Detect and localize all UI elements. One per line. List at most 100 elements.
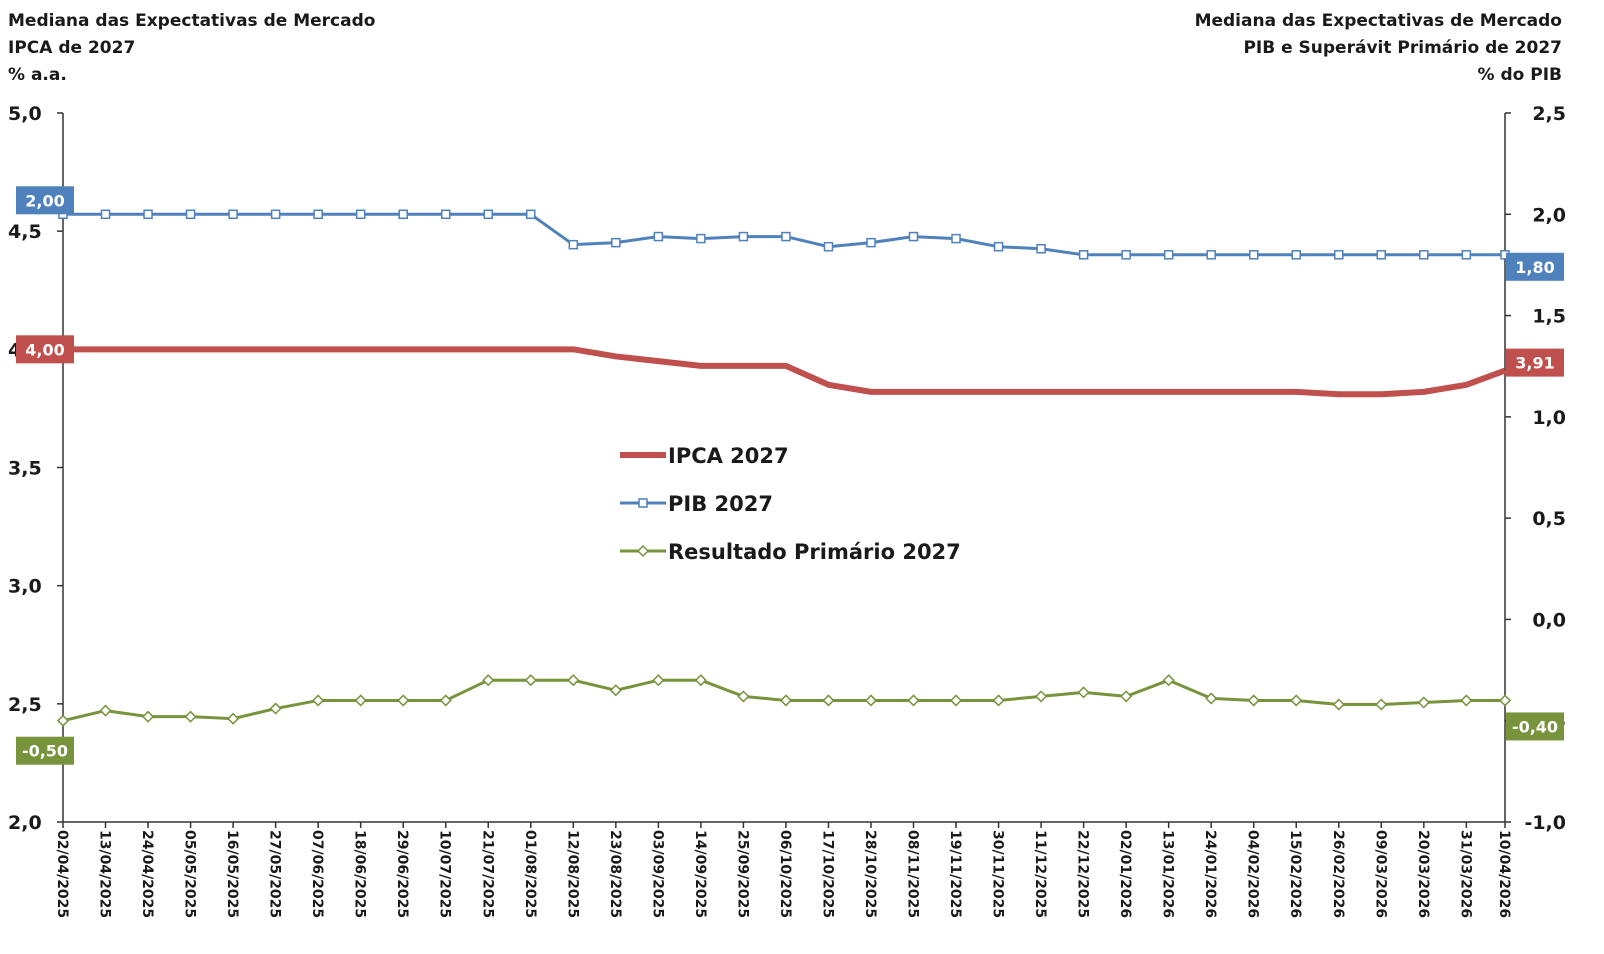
point [611,237,621,248]
point [227,712,240,725]
y-tick-label: 3,5 [8,458,42,480]
y2-tick-label: 1,5 [1532,306,1566,328]
point [1334,250,1344,260]
point [312,694,325,707]
value-label: 2,00 [25,191,64,210]
x-tick-label: 07/06/2025 [309,830,325,918]
title-right: % do PIB [1478,65,1562,85]
point [99,704,112,717]
point [1460,694,1473,707]
point [1163,250,1174,260]
x-tick-label: 12/08/2025 [564,830,580,918]
point [823,241,834,252]
x-tick-label: 11/12/2025 [1032,830,1048,918]
x-tick-label: 13/01/2026 [1160,830,1176,918]
x-tick-label: 02/01/2026 [1117,830,1133,918]
value-label-box [1506,252,1564,281]
point [951,233,961,244]
title-right: PIB e Superávit Primário de 2027 [1243,38,1562,58]
x-tick-label: 31/03/2026 [1457,830,1473,918]
x-tick-label: 27/05/2025 [267,830,283,918]
x-tick-label: 16/05/2025 [224,830,240,918]
title-left: % a.a. [8,65,67,85]
point [1248,250,1259,260]
x-tick-label: 10/07/2025 [437,830,453,918]
point [567,674,580,687]
point [696,233,706,244]
point [1206,250,1216,260]
legend-label: PIB 2027 [668,492,773,516]
point [141,710,155,723]
x-tick-label: 02/04/2025 [54,830,70,918]
point [483,209,494,220]
point [1417,696,1430,709]
y2-tick-label: 2,0 [1532,204,1566,226]
point [1120,690,1133,703]
point [1121,250,1131,260]
point [482,674,495,687]
y-tick-label: 3,0 [8,576,42,598]
point [270,209,281,220]
x-tick-label: 13/04/2025 [97,830,113,918]
x-tick-label: 01/08/2025 [522,830,538,918]
value-label-box [1506,712,1564,741]
x-tick-label: 09/03/2026 [1372,830,1388,918]
point [1332,698,1345,711]
legend-marker [638,498,648,508]
y-tick-label: 2,0 [8,812,42,834]
point [1162,674,1175,687]
point [822,694,835,707]
title-left: IPCA de 2027 [8,38,135,58]
y2-tick-label: 0,5 [1532,508,1566,530]
point [1247,694,1260,707]
point [143,209,153,220]
x-tick-label: 10/04/2026 [1496,830,1512,918]
point [949,694,963,707]
point [184,710,197,723]
x-tick-label: 22/12/2025 [1075,830,1091,918]
point [1419,250,1429,260]
point [992,694,1005,707]
point [1036,243,1046,254]
x-tick-label: 28/10/2025 [862,830,878,918]
y2-tick-label: 1,0 [1532,407,1566,429]
x-tick-label: 08/11/2025 [905,830,921,918]
y-tick-label: 2,5 [8,694,42,716]
point [354,694,367,707]
point [866,237,876,248]
x-tick-label: 06/10/2025 [777,830,793,918]
x-tick-label: 04/02/2026 [1245,830,1261,918]
y-tick-label: 5,0 [8,103,42,125]
x-tick-label: 29/06/2025 [394,830,410,918]
x-tick-label: 14/09/2025 [692,830,708,918]
point [1078,250,1089,260]
x-tick-label: 05/05/2025 [182,830,198,918]
point [397,694,410,707]
x-tick-label: 18/06/2025 [352,830,368,918]
value-label: 3,91 [1515,354,1554,373]
value-label-box [16,335,74,364]
title-right: Mediana das Expectativas de Mercado [1195,11,1562,31]
value-label-box [1506,348,1564,377]
x-tick-label: 24/01/2026 [1202,830,1218,918]
x-tick-label: 21/07/2025 [479,830,495,918]
point [228,209,238,220]
point [313,209,323,220]
value-label: 4,00 [25,340,64,359]
point [1291,250,1301,260]
point [526,209,536,220]
x-tick-label: 17/10/2025 [819,830,835,918]
x-tick-label: 24/04/2025 [139,830,155,918]
x-tick-label: 03/09/2025 [649,830,665,918]
x-tick-label: 26/02/2026 [1330,830,1346,918]
point [609,684,622,697]
point [738,231,749,242]
legend-label: Resultado Primário 2027 [668,540,961,564]
point [1498,694,1512,707]
point [440,209,451,220]
point [355,209,366,220]
series-line [63,346,1507,398]
y-tick-label: 4,5 [8,221,42,243]
point [439,694,452,707]
value-label: 1,80 [1515,258,1554,277]
